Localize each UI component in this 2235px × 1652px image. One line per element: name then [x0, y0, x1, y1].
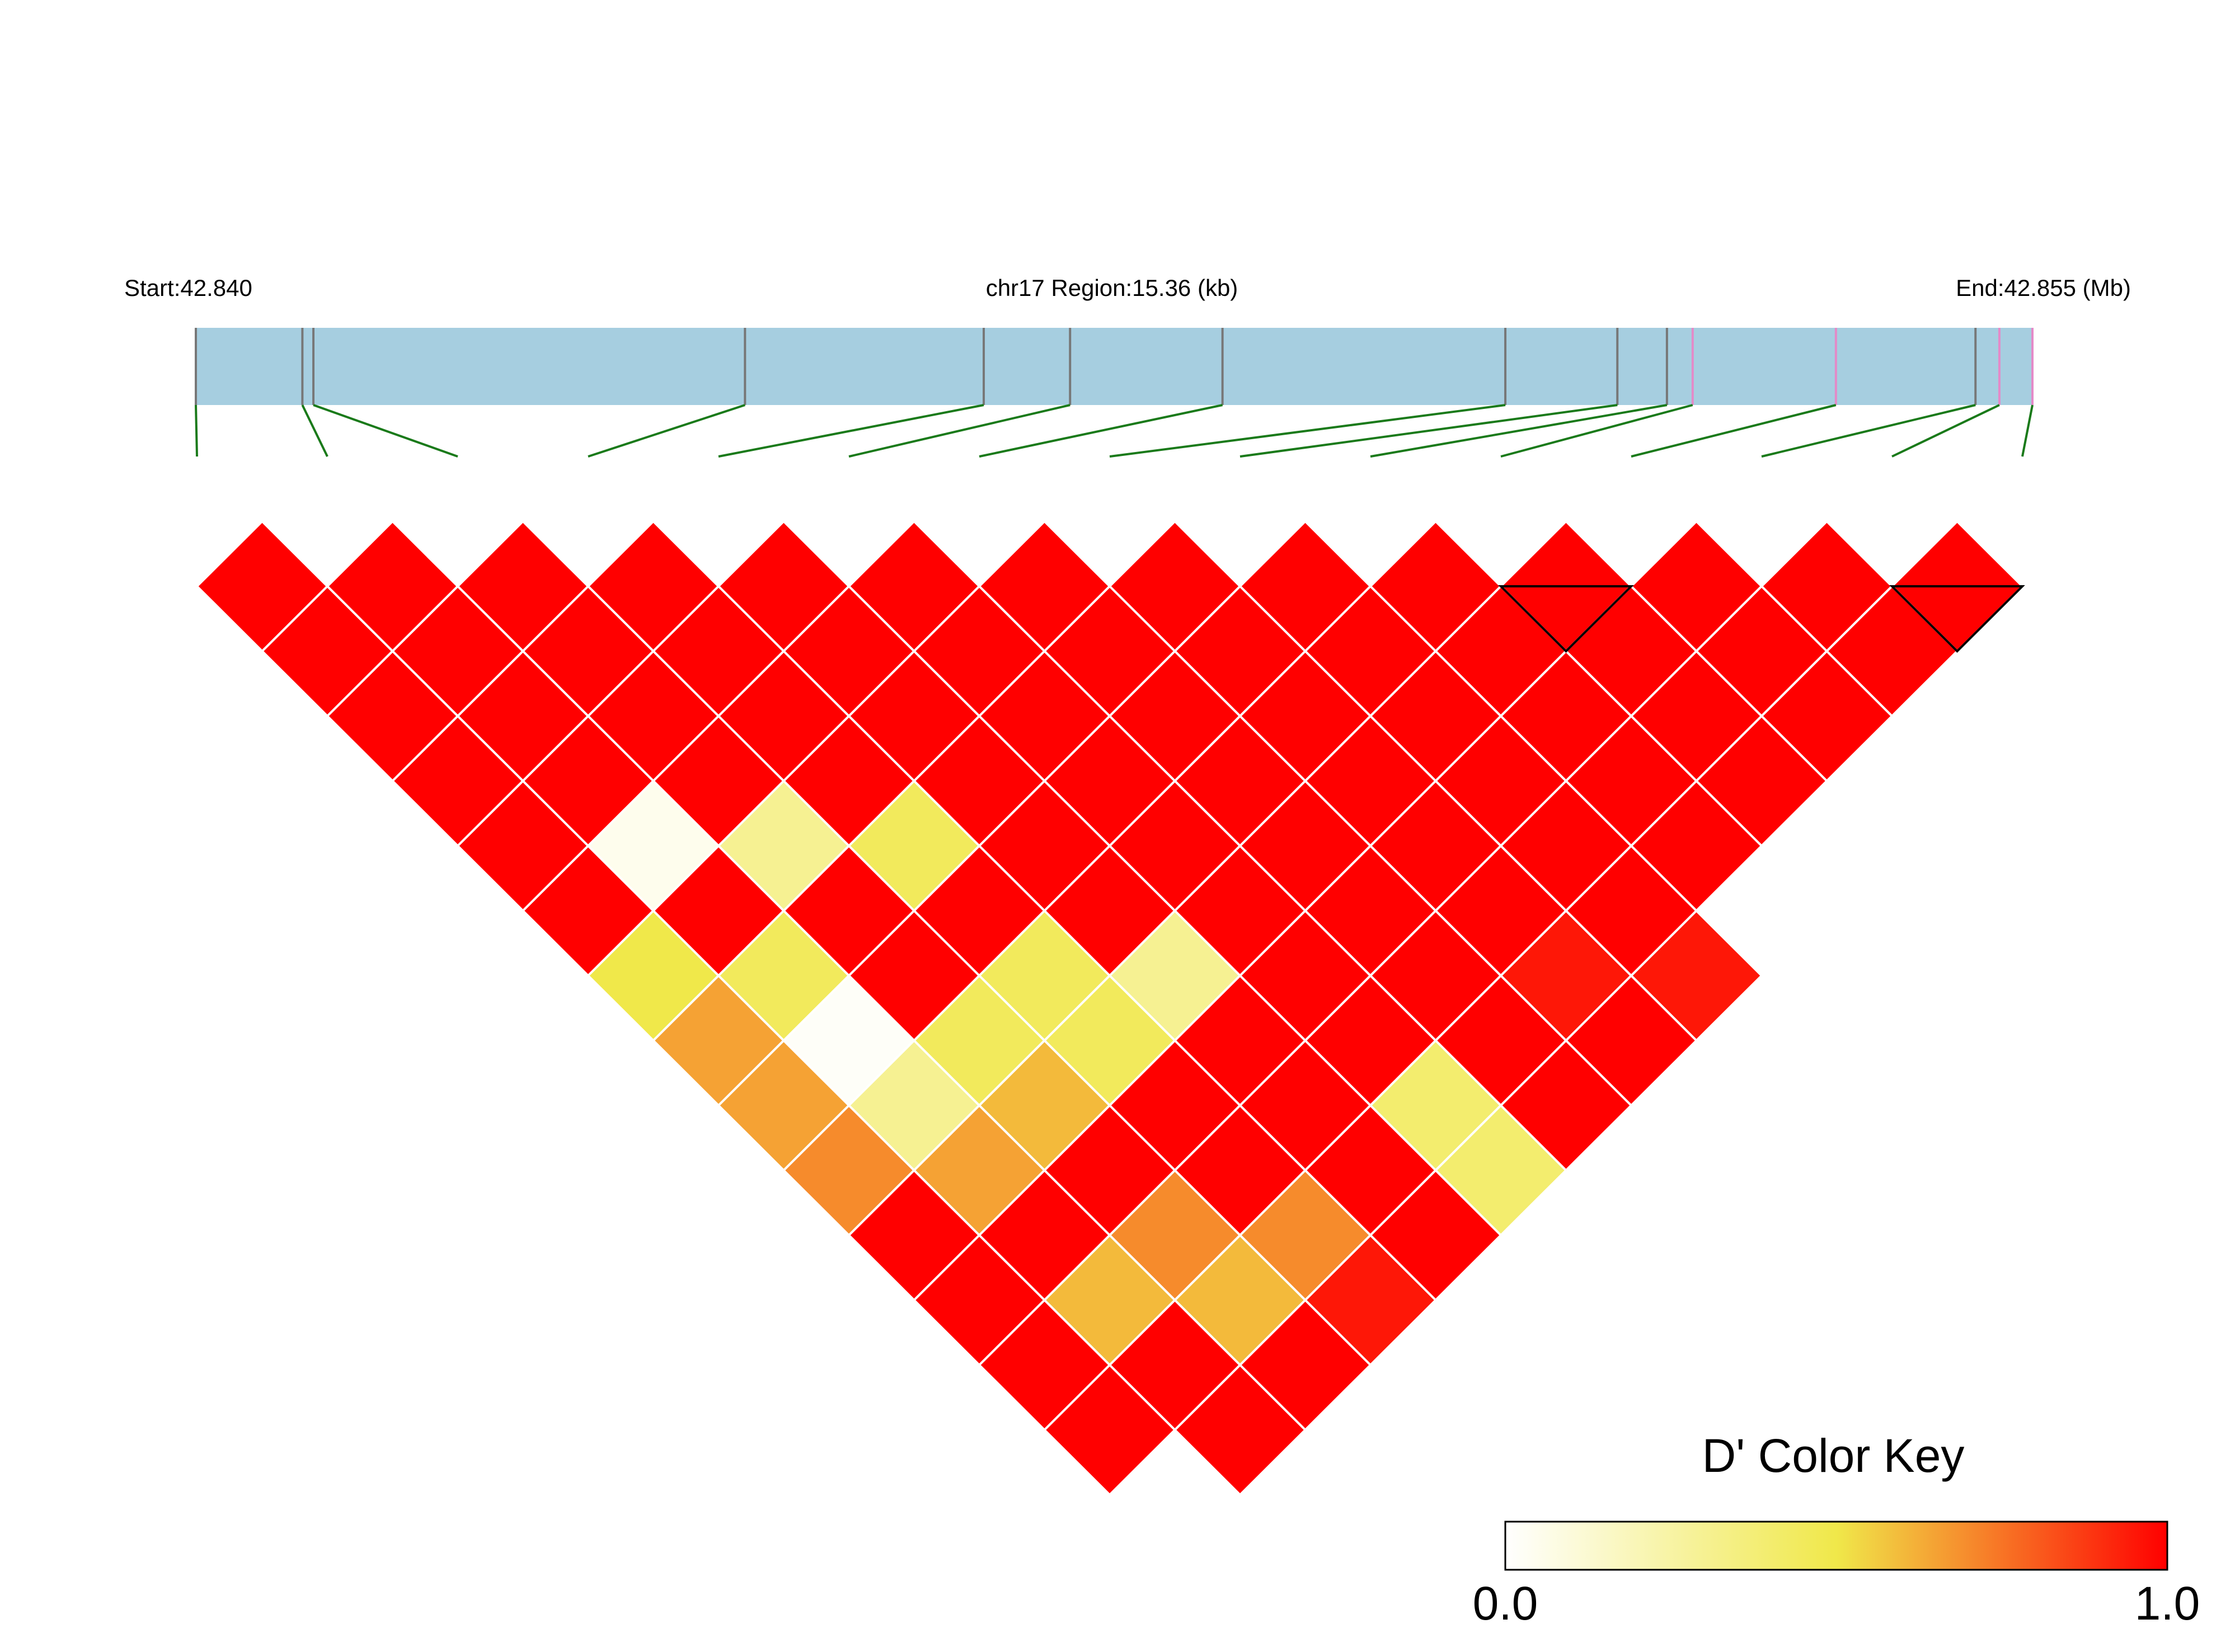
color-key-min-label: 0.0	[1473, 1577, 1538, 1630]
snp-connector-line	[1761, 404, 1976, 458]
gene-track-bar	[196, 328, 2032, 405]
color-key-title: D' Color Key	[1702, 1429, 1965, 1482]
snp-connector-line	[1109, 404, 1506, 458]
snp-connector-line	[2021, 404, 2034, 457]
snp-connector-line	[979, 404, 1223, 458]
region-start-label: Start:42.840	[124, 275, 252, 301]
ld-cell	[1043, 1363, 1177, 1496]
snp-connector-line	[1631, 404, 1837, 458]
snp-connector-line	[313, 404, 458, 458]
snp-connector-line	[1891, 404, 2000, 458]
color-key-gradient-bar	[1504, 1521, 2168, 1571]
ld-cells	[195, 520, 2024, 1496]
snp-connector-line	[588, 404, 745, 458]
snp-connector-line	[1500, 404, 1693, 458]
ld-block-outline	[1498, 585, 1634, 653]
color-key: D' Color Key 0.0 1.0	[1473, 1429, 2200, 1630]
snp-connector-line	[1370, 404, 1668, 458]
snp-connector-lines	[195, 404, 2034, 458]
snp-connector-line	[848, 404, 1070, 458]
region-title-label: chr17 Region:15.36 (kb)	[986, 275, 1238, 301]
snp-connector-line	[301, 404, 328, 457]
snp-connector-line	[718, 404, 984, 458]
color-key-max-label: 1.0	[2135, 1577, 2200, 1630]
region-end-label: End:42.855 (Mb)	[1956, 275, 2131, 301]
ld-block-outlines	[1498, 585, 2025, 653]
snp-connector-line	[1239, 404, 1618, 458]
ld-cell	[1173, 1363, 1307, 1496]
snp-connector-line	[195, 404, 198, 457]
snp-ticks	[195, 328, 2034, 405]
ld-block-outline	[1889, 585, 2025, 653]
